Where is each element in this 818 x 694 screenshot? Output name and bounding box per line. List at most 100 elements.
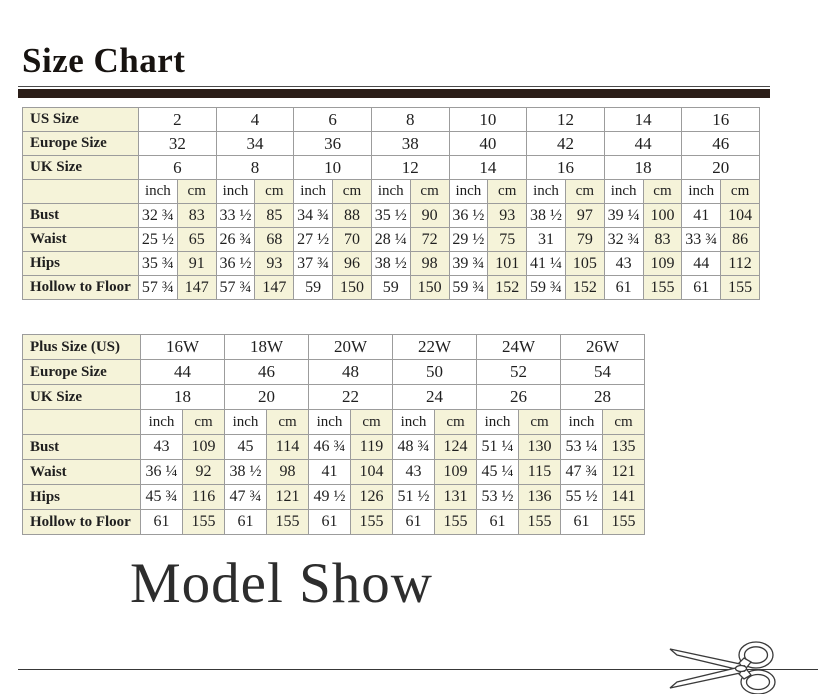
size-value-cell: 34 (215, 131, 295, 157)
size-value-cell: 44 (603, 131, 683, 157)
inch-value-cell: 31 (526, 227, 566, 253)
page-title: Size Chart (22, 41, 186, 80)
size-value-cell: 10 (293, 155, 372, 181)
row-label: Hips (22, 251, 139, 277)
cm-value-cell: 114 (266, 434, 309, 461)
cm-value-cell: 109 (182, 434, 225, 461)
size-value-cell: 14 (603, 107, 683, 133)
cm-value-cell: 147 (176, 275, 217, 301)
inch-value-cell: 45 (224, 434, 267, 461)
size-value-cell: 20 (224, 384, 309, 411)
inch-value-cell: 41 (308, 459, 351, 486)
inch-value-cell: 48 ¾ (392, 434, 435, 461)
unit-inch-header: inch (681, 179, 722, 205)
unit-inch-header: inch (448, 179, 489, 205)
measurement-row: Hips 45 ¾ 116 47 ¾ 121 49 ½ 126 51 ½ 131 53 ½ 136 5… (22, 484, 645, 511)
row-label: Bust (22, 203, 139, 229)
inch-value-cell: 61 (476, 509, 519, 536)
inch-value-cell: 26 ¾ (215, 227, 256, 253)
size-value-cell: 8 (215, 155, 295, 181)
inch-value-cell: 28 ¼ (370, 227, 411, 253)
cm-value-cell: 135 (602, 434, 645, 461)
cm-value-cell: 98 (266, 459, 309, 486)
unit-inch-header: inch (476, 409, 519, 436)
cm-value-cell: 83 (642, 227, 683, 253)
unit-cm-header: cm (409, 179, 450, 205)
cm-value-cell: 126 (350, 484, 393, 511)
inch-value-cell: 36 ½ (215, 251, 256, 277)
inch-value-cell: 29 ½ (448, 227, 489, 253)
measurement-row: Waist 36 ¼ 92 38 ½ 98 41 104 43 109 45 ¼ 115 47 ¾ 12… (22, 459, 645, 486)
inch-value-cell: 35 ¾ (138, 251, 178, 277)
cm-value-cell: 141 (602, 484, 645, 511)
cm-value-cell: 155 (182, 509, 225, 536)
unit-inch-header: inch (224, 409, 267, 436)
cm-value-cell: 124 (434, 434, 477, 461)
cm-value-cell: 101 (487, 251, 528, 277)
inch-value-cell: 61 (681, 275, 722, 301)
inch-value-cell: 39 ¾ (448, 251, 489, 277)
inch-value-cell: 43 (392, 459, 435, 486)
size-value-cell: 6 (293, 107, 372, 133)
cm-value-cell: 93 (487, 203, 528, 229)
row-label: Waist (22, 459, 141, 486)
cm-value-cell: 83 (176, 203, 217, 229)
cm-value-cell: 112 (720, 251, 760, 277)
size-value-cell: 40 (448, 131, 528, 157)
size-value-cell: 26 (476, 384, 561, 411)
inch-value-cell: 47 ¾ (560, 459, 603, 486)
row-label: UK Size (22, 384, 141, 411)
inch-value-cell: 45 ¾ (140, 484, 183, 511)
cm-value-cell: 68 (254, 227, 295, 253)
cm-value-cell: 121 (266, 484, 309, 511)
unit-inch-header: inch (293, 179, 334, 205)
unit-cm-header: cm (350, 409, 393, 436)
size-value-cell: 12 (370, 155, 450, 181)
row-label: Europe Size (22, 359, 141, 386)
unit-cm-header: cm (642, 179, 683, 205)
row-label: Waist (22, 227, 139, 253)
inch-value-cell: 55 ½ (560, 484, 603, 511)
row-label: Hips (22, 484, 141, 511)
inch-value-cell: 46 ¾ (308, 434, 351, 461)
cm-value-cell: 72 (409, 227, 450, 253)
cm-value-cell: 109 (642, 251, 683, 277)
inch-value-cell: 47 ¾ (224, 484, 267, 511)
size-value-cell: 38 (370, 131, 450, 157)
unit-cm-header: cm (720, 179, 760, 205)
cm-value-cell: 155 (720, 275, 760, 301)
cm-value-cell: 70 (332, 227, 372, 253)
cm-value-cell: 150 (332, 275, 372, 301)
cm-value-cell: 116 (182, 484, 225, 511)
size-value-cell: 46 (681, 131, 760, 157)
inch-value-cell: 41 (681, 203, 722, 229)
size-value-cell: 4 (215, 107, 295, 133)
size-value-cell: 16 (681, 107, 760, 133)
inch-value-cell: 43 (140, 434, 183, 461)
inch-value-cell: 61 (560, 509, 603, 536)
cm-value-cell: 88 (332, 203, 372, 229)
size-value-cell: 14 (448, 155, 528, 181)
unit-inch-header: inch (215, 179, 256, 205)
size-value-cell: 16 (526, 155, 605, 181)
unit-cm-header: cm (332, 179, 372, 205)
cm-value-cell: 105 (564, 251, 605, 277)
measurement-row: Hollow to Floor 61 155 61 155 61 155 61 155 61 155… (22, 509, 645, 536)
unit-cm-header: cm (602, 409, 645, 436)
cm-value-cell: 97 (564, 203, 605, 229)
unit-cm-header: cm (176, 179, 217, 205)
cm-value-cell: 155 (518, 509, 561, 536)
cm-value-cell: 155 (602, 509, 645, 536)
unit-inch-header: inch (370, 179, 411, 205)
row-label: Europe Size (22, 131, 139, 157)
cm-value-cell: 98 (409, 251, 450, 277)
inch-value-cell: 61 (603, 275, 644, 301)
title-underline-bar (18, 89, 770, 99)
size-value-cell: 16W (140, 334, 225, 361)
row-label: Hollow to Floor (22, 275, 139, 301)
size-value-cell: 50 (392, 359, 477, 386)
size-row: UK Size 6 8 10 12 14 16 18 20 (22, 155, 760, 181)
unit-inch-header: inch (526, 179, 566, 205)
